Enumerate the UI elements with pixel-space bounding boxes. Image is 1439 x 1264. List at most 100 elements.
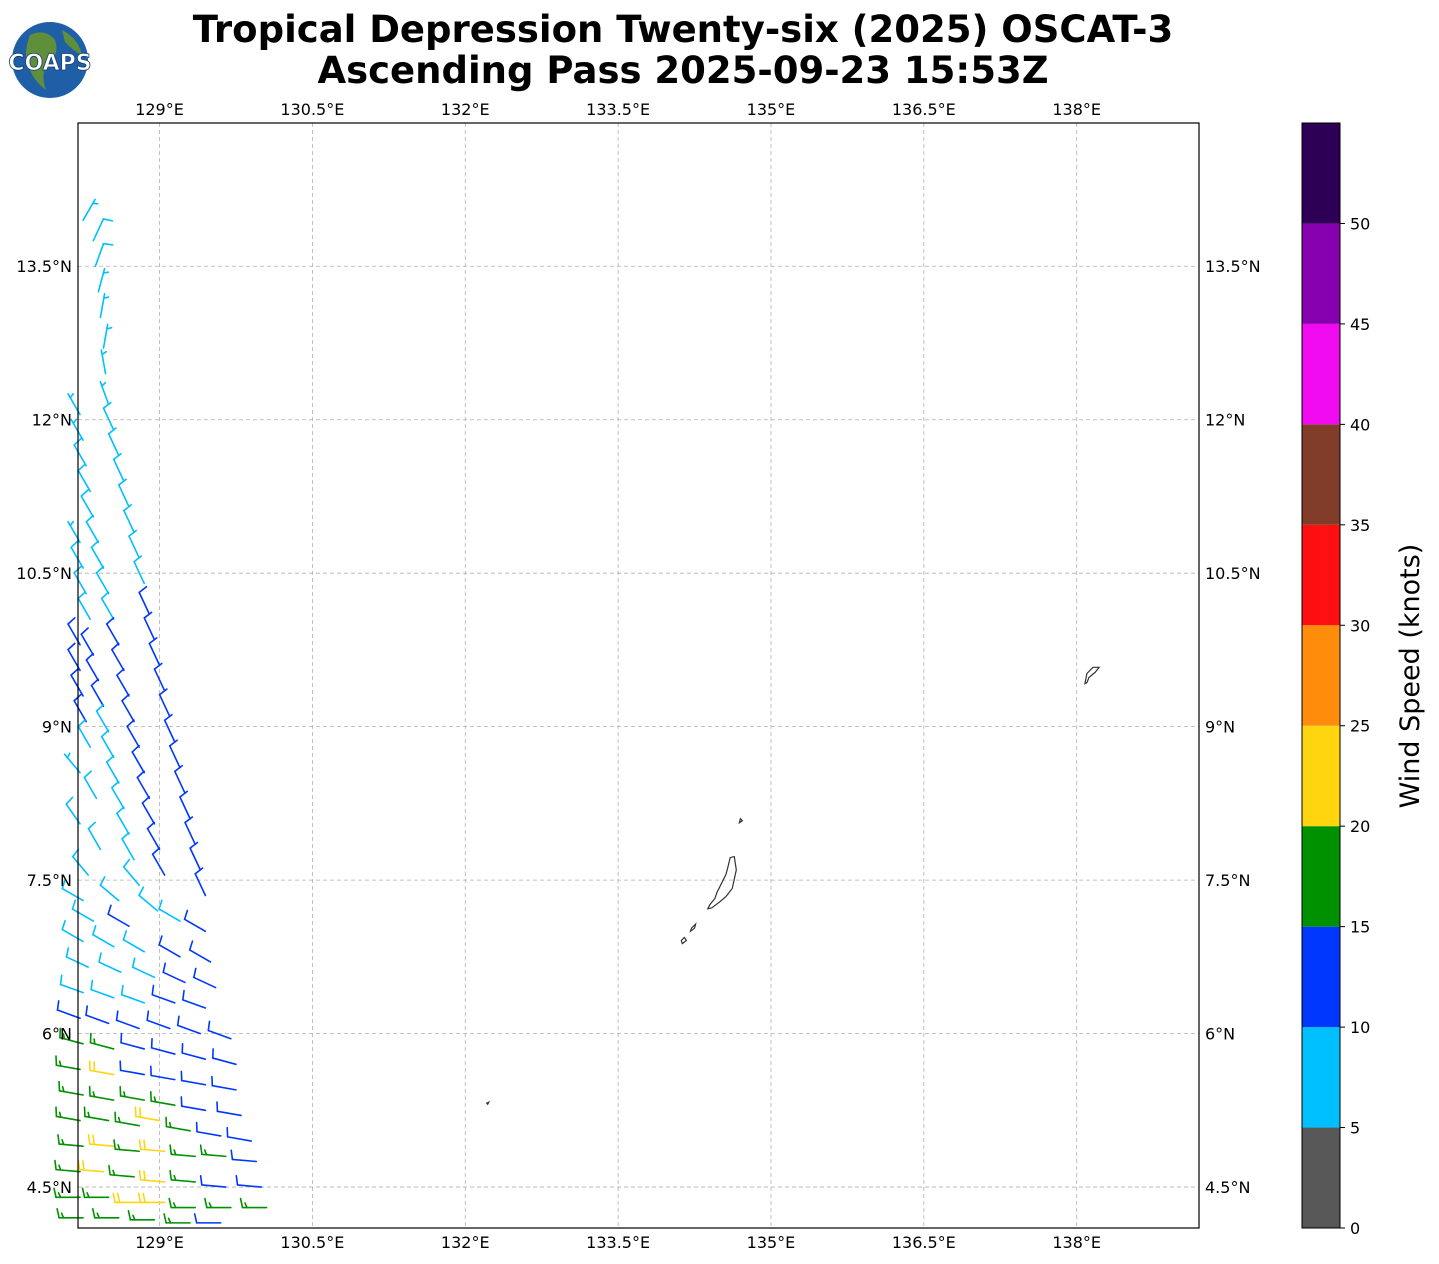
wind-barb [53,1187,81,1199]
barb-feather [239,1197,244,1209]
lat-tick-label-left: 7.5°N [27,871,72,890]
barb-shaft [111,786,125,810]
barb-shaft [73,444,87,467]
barb-feather [83,770,92,779]
barb-feather [91,1207,96,1219]
barb-feather [163,713,173,722]
barb-shaft [95,572,110,595]
barb-feather [193,967,197,979]
wind-barb [107,904,130,927]
barb-feather [203,1149,208,1156]
barb-feather [77,463,86,472]
barb-feather [53,1187,57,1199]
gridlines [78,123,1199,1228]
barb-feather [117,1116,121,1124]
barb-shaft [116,812,130,835]
barb-feather [57,1192,62,1199]
barb-feather [112,1192,116,1204]
barb-feather [168,1121,172,1129]
barb-feather [118,478,127,486]
barb-shaft [174,770,186,794]
wind-barb [141,796,156,825]
barb-feather [56,1207,60,1219]
barb-feather [72,418,78,425]
wind-barb [81,1187,110,1199]
barb-feather [146,821,156,830]
lon-tick-label-bottom: 133.5°E [586,1233,650,1252]
wind-barb [119,1060,146,1076]
barb-feather [80,489,89,497]
lon-tick-label-top: 133.5°E [586,100,650,119]
barb-feather [143,1170,146,1182]
wind-barb [94,242,114,268]
barb-feather [116,1192,121,1204]
wind-barb [226,1126,253,1142]
barb-shaft [98,961,122,974]
wind-barb [181,1042,207,1060]
wind-barb [85,514,100,544]
barb-feather [167,1217,172,1224]
wind-barb [85,652,100,682]
barb-feather [102,271,110,274]
barb-feather [158,935,163,946]
barb-feather [61,878,66,890]
wind-barb [138,585,151,615]
wind-barb [120,984,146,1004]
barb-shaft [55,1064,81,1071]
barb-feather [69,520,74,527]
barb-shaft [56,1009,81,1020]
barb-feather [80,627,89,636]
barb-shaft [116,674,130,697]
barb-feather [77,591,86,600]
barb-shaft [77,597,92,621]
barb-feather [204,1197,208,1209]
lat-tick-label-left: 4.5°N [27,1178,72,1197]
island-coastline [689,922,697,933]
barb-feather [136,770,145,779]
barb-shaft [146,1019,171,1030]
barb-shaft [153,668,166,692]
wind-barb [199,1175,227,1188]
wind-barb [70,540,84,569]
wind-barb [65,947,89,968]
wind-barb [87,1134,115,1147]
barb-shaft [158,693,171,718]
wind-barb [55,1055,81,1071]
wind-barb [180,1070,207,1086]
wind-barb [199,1144,227,1158]
barb-feather [131,744,140,753]
wind-barb [189,841,202,871]
lon-tick-label-bottom: 132°E [441,1233,490,1252]
barb-feather [143,611,153,619]
wind-barb [100,349,108,375]
wind-barb [111,780,125,810]
barb-shaft [148,642,161,667]
colorbar-tick-label: 10 [1350,1018,1370,1037]
barb-feather [95,565,105,574]
barb-feather [173,1174,177,1182]
wind-barb [151,984,176,1004]
barb-shaft [122,938,146,953]
barb-feather [151,847,161,856]
lon-tick-label-top: 135°E [747,100,796,119]
colorbar-tick-label: 20 [1350,817,1370,836]
barb-shaft [90,684,105,707]
coastlines [485,666,1101,1106]
barb-feather [122,858,131,868]
wind-barb [169,1144,196,1158]
colorbar-frame [1301,122,1341,1229]
barb-feather [81,1187,86,1199]
barb-shaft [77,469,92,493]
colorbar-tick-label: 35 [1350,516,1370,535]
barb-shaft [123,509,135,534]
barb-feather [99,876,106,886]
colorbar-bin [1302,926,1340,1028]
wind-barb [92,925,115,948]
barb-feather [169,1169,173,1181]
wind-barb [163,713,176,743]
barb-shaft [133,560,146,585]
barb-shaft [143,617,156,641]
barb-feather [96,1212,101,1219]
barb-shaft [131,751,146,774]
barb-feather [70,540,79,549]
